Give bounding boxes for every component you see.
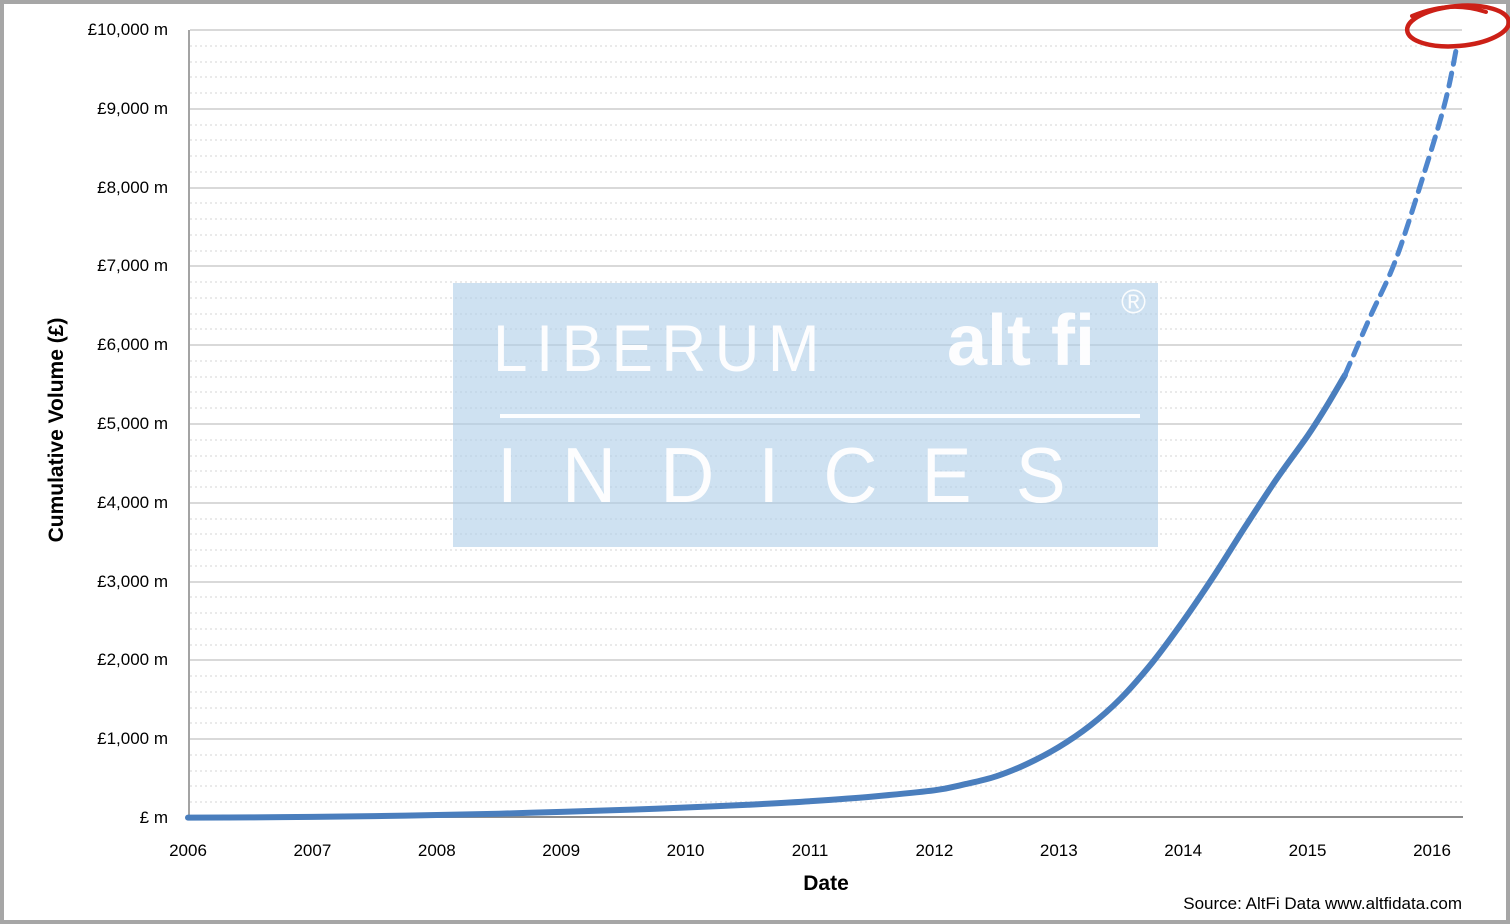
- x-tick-label: 2015: [1288, 841, 1327, 860]
- registered-trademark-icon: ®: [1121, 283, 1147, 321]
- minor-gridline: [190, 596, 1462, 599]
- minor-gridline: [190, 753, 1462, 756]
- minor-gridline: [190, 44, 1462, 47]
- minor-gridline: [190, 722, 1462, 725]
- minor-gridline: [190, 627, 1462, 630]
- y-tick-label: £6,000 m: [97, 335, 168, 355]
- minor-gridline: [190, 785, 1462, 788]
- hand-drawn-circle-annotation: [1404, 3, 1510, 49]
- major-gridline: [190, 29, 1462, 31]
- minor-gridline: [190, 123, 1462, 126]
- minor-gridline: [190, 92, 1462, 95]
- minor-gridline: [190, 60, 1462, 63]
- x-tick-label: 2014: [1164, 841, 1203, 860]
- y-tick-label: £7,000 m: [97, 256, 168, 276]
- y-tick-label: £9,000 m: [97, 98, 168, 118]
- y-tick-label: £10,000 m: [87, 20, 168, 39]
- minor-gridline: [190, 170, 1462, 173]
- x-tick-label: 2012: [915, 841, 954, 860]
- x-tick-label: 2013: [1039, 841, 1078, 860]
- major-gridline: [190, 580, 1462, 583]
- x-tick-label: 2006: [169, 841, 207, 860]
- watermark-liberum-logo: LIBERUM: [493, 311, 829, 385]
- x-tick-label: 2007: [293, 841, 332, 860]
- source-attribution: Source: AltFi Data www.altfidata.com: [1183, 894, 1462, 913]
- watermark-divider: [500, 414, 1140, 418]
- watermark-indices-text: INDICES: [497, 431, 1110, 519]
- major-gridline: [190, 659, 1462, 662]
- watermark-box: LIBERUM alt fi ® INDICES: [453, 283, 1158, 547]
- y-tick-label: £4,000 m: [97, 492, 168, 512]
- major-gridline: [190, 738, 1462, 741]
- x-tick-label: 2010: [666, 841, 705, 860]
- x-tick-label: 2008: [417, 841, 456, 860]
- minor-gridline: [190, 675, 1462, 678]
- minor-gridline: [190, 155, 1462, 158]
- minor-gridline: [190, 281, 1462, 284]
- minor-gridline: [190, 76, 1462, 79]
- y-tick-label: £3,000 m: [97, 571, 168, 591]
- minor-gridline: [190, 643, 1462, 646]
- watermark-altfi-logo: alt fi: [947, 301, 1096, 381]
- x-tick-label: 2011: [791, 841, 829, 860]
- minor-gridline: [190, 218, 1462, 221]
- minor-gridline: [190, 233, 1462, 236]
- y-tick-label: £8,000 m: [97, 177, 168, 197]
- minor-gridline: [190, 769, 1462, 772]
- y-tick-label: £ m: [139, 808, 168, 827]
- minor-gridline: [190, 564, 1462, 567]
- y-tick-label: £2,000 m: [97, 650, 168, 670]
- minor-gridline: [190, 690, 1462, 693]
- minor-gridline: [190, 249, 1462, 252]
- major-gridline: [190, 186, 1462, 189]
- y-axis-line: [188, 30, 190, 818]
- y-tick-label: £1,000 m: [97, 729, 168, 749]
- projection-volume-line: [1342, 43, 1460, 378]
- x-axis-title: Date: [803, 872, 849, 895]
- minor-gridline: [190, 202, 1462, 205]
- actual-volume-line: [185, 372, 1348, 821]
- minor-gridline: [190, 612, 1462, 615]
- minor-gridline: [190, 549, 1462, 552]
- y-tick-label: £5,000 m: [97, 414, 168, 433]
- x-tick-label: 2009: [542, 841, 581, 860]
- x-axis-line: [188, 816, 1463, 818]
- minor-gridline: [190, 139, 1462, 142]
- minor-gridline: [190, 706, 1462, 709]
- major-gridline: [190, 107, 1462, 110]
- x-tick-label: 2016: [1413, 841, 1451, 860]
- major-gridline: [190, 265, 1462, 268]
